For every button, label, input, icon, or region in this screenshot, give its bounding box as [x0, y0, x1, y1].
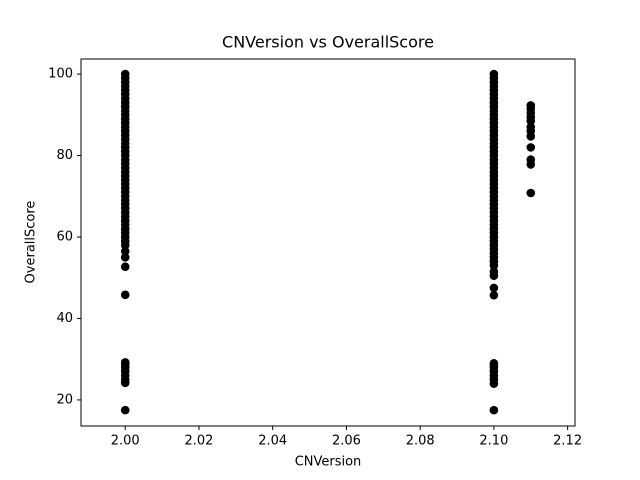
y-tick-label: 40: [56, 311, 73, 326]
point: [120, 290, 130, 300]
y-tick-label: 60: [56, 230, 73, 245]
y-axis-label: OverallScore: [24, 201, 39, 284]
x-tick-label: 2.02: [184, 434, 213, 449]
x-tick-label: 2.06: [332, 434, 361, 449]
point: [526, 155, 536, 164]
chart-title: CNVersion vs OverallScore: [222, 33, 434, 52]
point: [120, 253, 130, 262]
point: [489, 358, 499, 368]
x-tick-label: 2.00: [111, 434, 140, 449]
point: [489, 290, 499, 300]
x-tick-label: 2.10: [479, 434, 508, 449]
x-axis-label: CNVersion: [295, 455, 362, 470]
y-tick-label: 20: [56, 392, 73, 407]
point: [120, 405, 130, 415]
y-tick-label: 100: [48, 67, 73, 82]
point: [526, 122, 536, 132]
x-tick-label: 2.04: [258, 434, 287, 449]
point: [120, 246, 130, 256]
point: [489, 283, 499, 293]
point: [489, 267, 499, 276]
point: [120, 358, 130, 367]
plot-frame: [80, 58, 576, 427]
point: [526, 188, 536, 198]
point: [120, 69, 130, 79]
x-tick-label: 2.08: [406, 434, 435, 449]
point: [526, 143, 536, 152]
point: [489, 69, 499, 79]
point: [489, 405, 499, 415]
point: [120, 262, 130, 272]
x-tick-label: 2.12: [553, 434, 582, 449]
y-tick-label: 80: [56, 148, 73, 163]
point: [526, 101, 536, 110]
